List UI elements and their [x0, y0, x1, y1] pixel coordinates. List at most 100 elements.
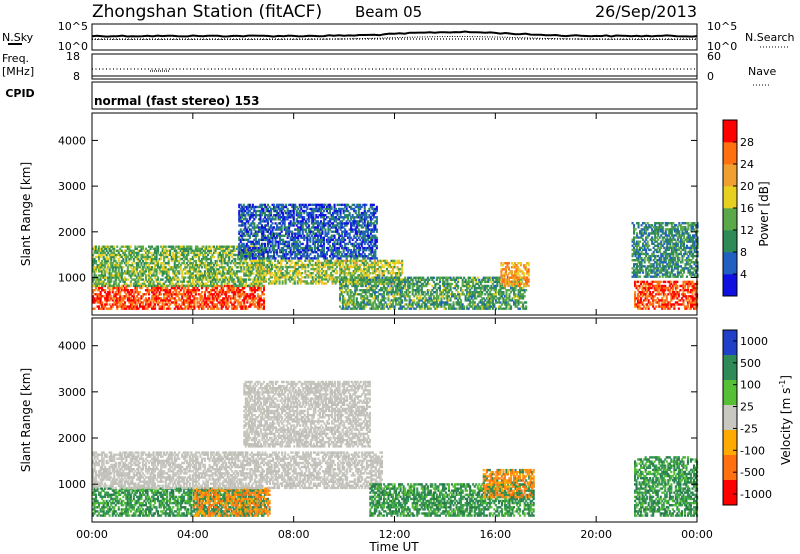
power-cell — [296, 267, 299, 271]
power-cell — [373, 291, 376, 294]
power-cell — [239, 253, 242, 256]
power-cell — [203, 255, 207, 259]
power-cell — [275, 263, 278, 267]
power-cell — [294, 257, 297, 260]
power-cell — [357, 278, 360, 281]
power-cell — [134, 251, 137, 255]
power-cell — [146, 291, 149, 294]
power-cell — [101, 253, 104, 257]
power-cell — [260, 265, 263, 269]
power-cell — [164, 262, 167, 265]
power-cell — [149, 262, 152, 265]
power-cell — [290, 278, 293, 281]
power-cell — [348, 238, 351, 242]
power-cell — [152, 247, 155, 250]
power-cell — [340, 272, 343, 275]
power-cell — [369, 303, 372, 306]
power-cell — [238, 257, 241, 261]
power-cell — [342, 305, 345, 308]
power-cell — [169, 297, 172, 300]
power-cell — [137, 307, 140, 310]
power-cell — [366, 272, 369, 275]
power-cell — [286, 234, 289, 237]
power-cell — [178, 247, 181, 250]
power-cell — [361, 261, 364, 265]
power-cell — [398, 272, 401, 275]
power-cell — [269, 261, 272, 265]
power-cell — [187, 297, 190, 300]
power-cell — [289, 253, 292, 256]
power-cell — [364, 261, 367, 265]
power-cell — [184, 268, 187, 271]
power-cell — [245, 238, 248, 242]
power-cell — [271, 263, 274, 267]
power-cell — [191, 251, 194, 255]
power-cell — [342, 297, 345, 300]
power-cell — [203, 297, 207, 300]
power-cell — [306, 232, 309, 235]
power-cell — [262, 207, 265, 211]
power-cell — [167, 270, 170, 273]
power-cell — [266, 272, 269, 275]
power-cell — [157, 295, 160, 298]
power-cell — [211, 284, 214, 287]
power-cell — [158, 282, 161, 285]
power-cell — [338, 216, 341, 219]
power-cell — [353, 244, 356, 248]
power-cell — [185, 284, 188, 287]
power-cell — [173, 274, 176, 277]
power-cell — [292, 214, 295, 217]
power-cell — [364, 303, 367, 306]
power-cell — [280, 228, 283, 231]
power-cell — [312, 220, 315, 223]
power-cell — [268, 205, 271, 209]
power-cell — [270, 230, 273, 233]
power-cell — [273, 257, 276, 260]
power-cell — [343, 276, 346, 279]
power-cell — [149, 280, 152, 283]
power-cell — [228, 266, 231, 269]
power-cell — [365, 230, 368, 233]
power-cell — [187, 291, 190, 294]
power-cell — [310, 207, 313, 211]
power-cell — [254, 234, 257, 237]
power-cell — [260, 246, 264, 250]
power-cell — [125, 262, 128, 265]
power-cell — [152, 270, 155, 273]
power-cell — [203, 284, 207, 287]
date-label: 26/Sep/2013 — [595, 2, 697, 21]
power-cell — [222, 245, 225, 248]
power-cell — [148, 274, 151, 277]
power-cell — [206, 276, 210, 279]
power-cell — [259, 205, 262, 209]
power-cell — [341, 246, 344, 250]
power-cell — [203, 291, 207, 294]
power-cell — [265, 236, 268, 239]
power-cell — [330, 207, 333, 211]
power-cell — [116, 253, 119, 257]
power-cell — [250, 211, 253, 215]
power-cell — [111, 255, 114, 259]
power-cell — [241, 291, 244, 294]
power-cell — [197, 284, 201, 287]
power-cell — [329, 224, 332, 227]
power-cell — [123, 280, 126, 283]
power-cell — [257, 230, 261, 233]
power-cell — [143, 280, 146, 283]
power-cell — [342, 270, 345, 273]
power-cell — [190, 276, 193, 279]
power-cell — [336, 265, 339, 269]
power-cell — [327, 207, 330, 211]
power-cell — [368, 222, 371, 225]
power-cell — [141, 278, 145, 281]
power-cell — [243, 266, 246, 269]
power-cell — [352, 301, 355, 304]
power-cell — [384, 259, 387, 263]
power-cell — [332, 224, 335, 227]
power-cell — [247, 297, 250, 300]
power-cell — [208, 301, 211, 304]
power-cell — [371, 211, 374, 215]
power-cell — [254, 216, 257, 219]
power-cell — [256, 307, 260, 310]
power-cell — [225, 293, 228, 296]
